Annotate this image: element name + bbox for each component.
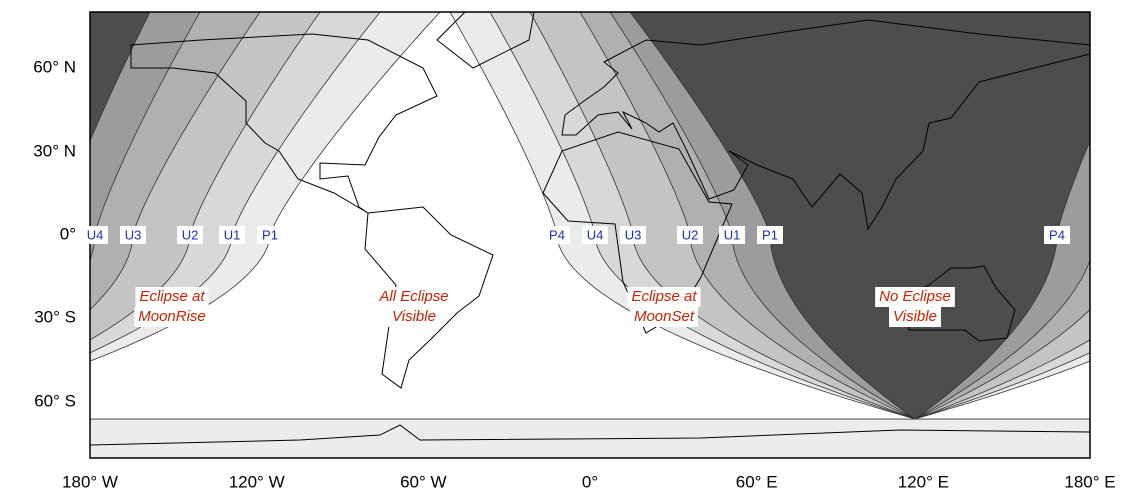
contact-label: U3: [125, 227, 142, 242]
contact-label: U1: [224, 227, 241, 242]
region-label: Visible: [893, 308, 937, 325]
latitude-label: 60° S: [34, 391, 76, 410]
latitude-label: 30° N: [33, 141, 76, 160]
greenland: [436, 12, 535, 69]
longitude-label: 120° E: [898, 472, 949, 491]
contact-label-box: [582, 226, 608, 244]
longitude-label: 180° E: [1064, 472, 1115, 491]
longitude-label: 60° E: [736, 472, 778, 491]
region-label: Eclipse at: [631, 288, 697, 305]
visibility-band: [914, 360, 1090, 420]
region-label: No Eclipse: [879, 288, 951, 305]
contact-label-box: [677, 226, 703, 244]
antarctica: [90, 424, 1090, 446]
region-label-box: [388, 307, 440, 327]
region-label-box: [375, 287, 453, 307]
region-label: MoonRise: [138, 308, 206, 325]
longitude-label: 180° W: [62, 472, 118, 491]
map-body: [90, 12, 1090, 458]
contact-label-box: [719, 226, 745, 244]
longitude-label: 0°: [582, 472, 598, 491]
region-label: All Eclipse: [378, 288, 448, 305]
region-label-box: [889, 307, 941, 327]
latitude-label: 30° S: [34, 307, 76, 326]
australia: [906, 265, 1016, 342]
latitude-label: 60° N: [33, 57, 76, 76]
region-label-box: [134, 307, 210, 327]
region-label: MoonSet: [634, 308, 695, 325]
contact-label: P1: [762, 227, 778, 242]
north-america: [130, 33, 438, 214]
contact-label-box: [120, 226, 146, 244]
contact-label: P4: [1049, 227, 1065, 242]
contact-label: U2: [182, 227, 199, 242]
contact-label-box: [177, 226, 203, 244]
longitude-label: 60° W: [400, 472, 446, 491]
region-label-box: [629, 307, 699, 327]
contact-label: U4: [587, 227, 604, 242]
contact-label-box: [544, 226, 570, 244]
region-label-box: [627, 287, 701, 307]
region-label-box: [135, 287, 209, 307]
visibility-bands: [90, 12, 1090, 420]
contact-label-box: [219, 226, 245, 244]
longitude-label: 120° W: [229, 472, 285, 491]
contact-label-box: [620, 226, 646, 244]
contact-label: U1: [724, 227, 741, 242]
region-label: Eclipse at: [139, 288, 205, 305]
contact-label-box: [757, 226, 783, 244]
contact-label-box: [257, 226, 283, 244]
latitude-label: 0°: [60, 224, 76, 243]
contact-label-box: [82, 226, 108, 244]
contact-label: P4: [549, 227, 565, 242]
contact-label: U4: [87, 227, 104, 242]
contact-label-box: [1044, 226, 1070, 244]
south-area: [90, 418, 1090, 458]
africa: [542, 131, 733, 334]
region-label: Visible: [392, 308, 436, 325]
region-label-box: [875, 287, 955, 307]
contact-label: U3: [625, 227, 642, 242]
contact-label: U2: [682, 227, 699, 242]
eurasia: [561, 19, 1090, 231]
contact-label: P1: [262, 227, 278, 242]
